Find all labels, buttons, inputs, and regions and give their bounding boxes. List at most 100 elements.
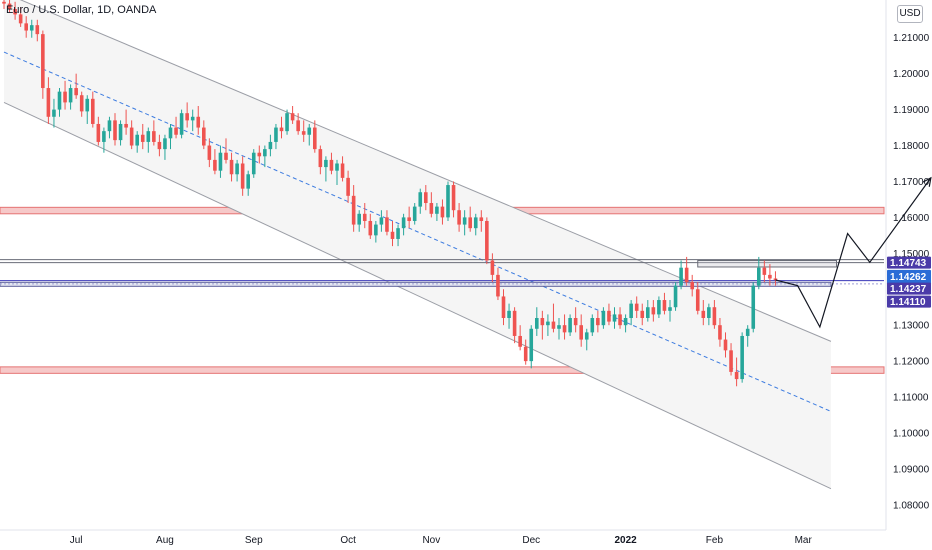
candle-body (762, 267, 767, 275)
candle (684, 256, 689, 286)
candle (584, 328, 589, 351)
candle (285, 109, 289, 135)
candle (279, 116, 284, 139)
candle-body (52, 109, 56, 117)
candle (135, 131, 139, 153)
candle-body (496, 274, 500, 297)
candle-body (318, 149, 323, 168)
candle (640, 303, 645, 326)
candle (651, 300, 656, 322)
candle (268, 134, 273, 157)
candle (734, 357, 739, 387)
price-tag-level-1-label: 1.14743 (890, 258, 927, 269)
candle-body (307, 127, 312, 135)
candle-body (718, 325, 722, 340)
candle-body (629, 303, 633, 318)
candle (707, 303, 711, 326)
candle (18, 7, 23, 27)
candle-body (485, 220, 489, 261)
candle-body (701, 310, 706, 318)
candle (374, 220, 378, 243)
candle-body (607, 310, 611, 322)
candle-body (435, 206, 439, 214)
candle-body (695, 289, 700, 311)
y-tick-label: 1.11000 (893, 393, 929, 404)
candle (301, 120, 306, 142)
candle (662, 292, 667, 315)
candle-body (684, 267, 689, 283)
candle (224, 138, 228, 164)
candle (124, 109, 128, 135)
candle (207, 138, 212, 168)
candle-body (462, 217, 467, 225)
candle-body (246, 174, 250, 189)
candle-body (190, 116, 195, 121)
candle-body (74, 88, 78, 96)
candle-body (385, 217, 389, 232)
candle (118, 120, 123, 146)
candle (7, 0, 12, 13)
candle (568, 314, 572, 336)
candle (768, 264, 772, 286)
price-tag-level-3-box (887, 295, 931, 308)
candle-body (340, 163, 345, 178)
candle-body (35, 25, 40, 35)
y-tick-label: 1.15000 (893, 249, 930, 260)
candle (468, 206, 472, 232)
price-tag-level-1: 1.14743 (887, 256, 931, 269)
candle-body (751, 285, 756, 329)
y-axis[interactable]: 1.08000 1.09000 1.10000 1.11000 1.12000 1.130… (893, 33, 930, 511)
candle-body (390, 231, 395, 239)
candle-body (690, 282, 694, 290)
candle-body (91, 98, 95, 124)
candle-body (41, 34, 45, 89)
candle (240, 156, 245, 196)
candle-body (152, 131, 156, 142)
candle (91, 91, 95, 128)
candle (712, 300, 717, 329)
candle (618, 307, 622, 329)
candle (657, 296, 661, 318)
currency-button[interactable]: USD (897, 5, 923, 23)
candle-body (324, 159, 328, 168)
candle-body (501, 296, 506, 318)
x-tick-label: Sep (245, 535, 263, 546)
candle (74, 73, 78, 99)
candle-body (113, 120, 117, 141)
price-tag-level-2-label: 1.14237 (890, 284, 927, 295)
candle (634, 296, 639, 318)
candle-body (468, 217, 472, 229)
candle-body (279, 127, 284, 132)
candle-body (263, 149, 267, 157)
candle-body (757, 267, 761, 286)
candle-body (257, 152, 262, 157)
x-tick-label: Feb (706, 535, 724, 546)
candle (235, 159, 239, 182)
candle-body (707, 307, 711, 318)
candle-body (507, 310, 511, 318)
y-tick-label: 1.10000 (893, 428, 930, 439)
candle (179, 109, 184, 139)
candle-body (457, 210, 461, 225)
candle (362, 203, 367, 229)
candle (729, 343, 733, 376)
candle-body (729, 350, 733, 372)
x-axis[interactable]: Jul Aug Sep Oct Nov Dec 2022 Feb Mar (70, 535, 813, 546)
y-tick-label: 1.20000 (893, 69, 930, 80)
candle-body (662, 300, 667, 311)
candle (24, 16, 28, 38)
channel-lower-line (3, 101, 832, 490)
candle-body (657, 300, 661, 315)
candle (457, 203, 461, 232)
candle (357, 210, 361, 232)
y-tick-label: 1.21000 (893, 33, 930, 44)
candle-body (268, 141, 273, 150)
candle-body (596, 318, 600, 326)
candle (146, 127, 151, 153)
candle (379, 210, 384, 232)
candle (324, 156, 328, 182)
candle (218, 145, 223, 178)
candle-body (429, 203, 434, 214)
